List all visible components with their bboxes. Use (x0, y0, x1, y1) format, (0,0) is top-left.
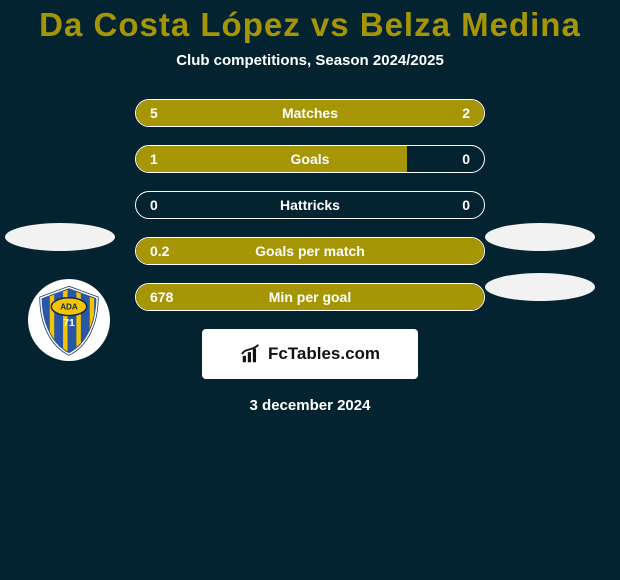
stat-value-left: 1 (150, 151, 158, 167)
infographic-root: Da Costa López vs Belza Medina Club comp… (0, 0, 620, 414)
stat-value-right: 0 (462, 151, 470, 167)
stat-row: 678 Min per goal (135, 283, 485, 311)
stat-value-left: 678 (150, 289, 173, 305)
stat-label: Goals per match (255, 243, 365, 259)
stat-row: 0 0 Hattricks (135, 191, 485, 219)
stat-value-left: 0 (150, 197, 158, 213)
stat-row: 5 2 Matches (135, 99, 485, 127)
stat-value-left: 0.2 (150, 243, 169, 259)
main-area: ADA 71 5 2 Matches 1 0 Goals 0 0 Hattricks 0.2 Goa… (0, 99, 620, 414)
shield-icon: ADA 71 (32, 283, 106, 357)
stat-value-left: 5 (150, 105, 158, 121)
stat-value-right: 2 (462, 105, 470, 121)
watermark-text: FcTables.com (268, 344, 380, 364)
player-badge-right-2 (485, 273, 595, 301)
watermark: FcTables.com (202, 329, 418, 379)
footer-date: 3 december 2024 (0, 397, 620, 414)
bar-left-fill (136, 100, 385, 126)
page-subtitle: Club competitions, Season 2024/2025 (0, 52, 620, 69)
stat-value-right: 0 (462, 197, 470, 213)
stat-label: Min per goal (269, 289, 351, 305)
bar-left-fill (136, 146, 407, 172)
svg-text:71: 71 (63, 318, 75, 329)
player-badge-right-1 (485, 223, 595, 251)
stat-label: Matches (282, 105, 338, 121)
stat-label: Hattricks (280, 197, 340, 213)
club-crest-left: ADA 71 (28, 279, 110, 361)
stat-label: Goals (291, 151, 330, 167)
bar-chart-icon (240, 343, 262, 365)
stats-bars: 5 2 Matches 1 0 Goals 0 0 Hattricks 0.2 Goals per … (135, 99, 485, 311)
svg-text:ADA: ADA (60, 303, 78, 312)
page-title: Da Costa López vs Belza Medina (0, 6, 620, 44)
stat-row: 0.2 Goals per match (135, 237, 485, 265)
player-badge-left (5, 223, 115, 251)
stat-row: 1 0 Goals (135, 145, 485, 173)
